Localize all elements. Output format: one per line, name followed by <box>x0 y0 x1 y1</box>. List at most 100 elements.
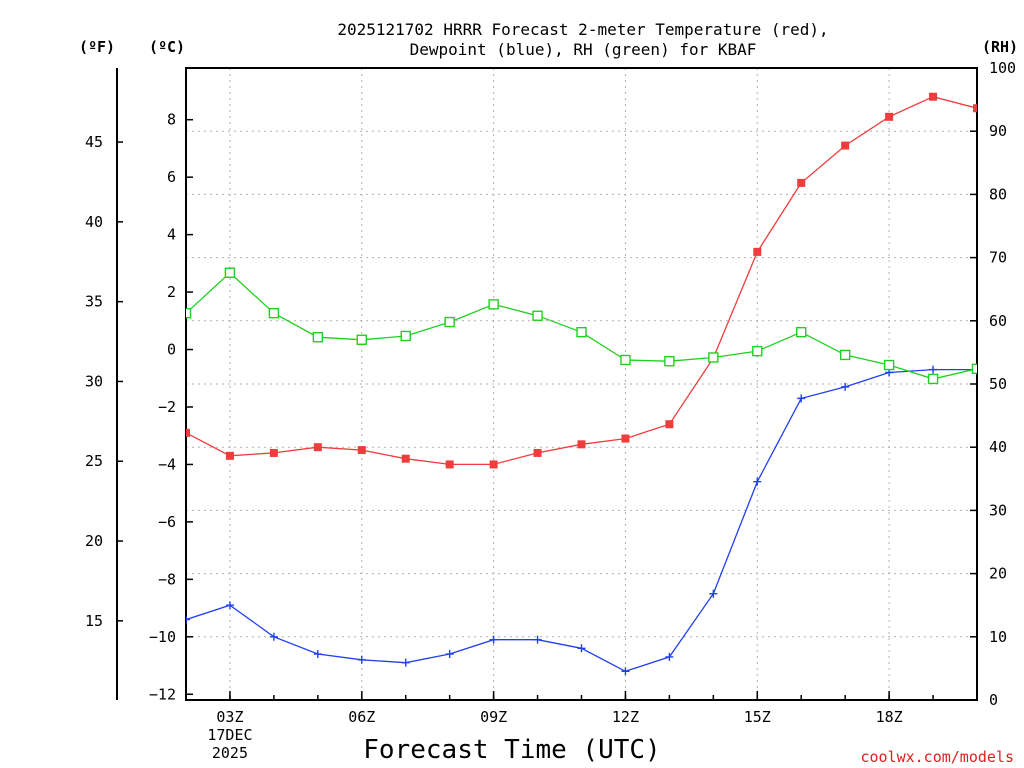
dewpoint-point <box>186 615 190 624</box>
fahrenheit-tick-label: 30 <box>85 372 103 390</box>
temperature-point <box>841 141 850 150</box>
temperature-point <box>533 448 542 457</box>
rh-point <box>883 359 895 371</box>
temperature-point <box>401 454 410 463</box>
chart-title-line-1: 2025121702 HRRR Forecast 2-meter Tempera… <box>337 20 828 39</box>
rh-tick-label: 70 <box>989 249 1007 267</box>
rh-tick-label: 30 <box>989 501 1007 519</box>
temperature-point <box>621 434 630 443</box>
temperature-point <box>445 460 454 469</box>
celsius-tick-label: −10 <box>149 628 176 646</box>
rh-point <box>488 299 499 310</box>
temperature-point <box>225 451 234 460</box>
dewpoint-point <box>225 601 234 610</box>
fahrenheit-tick-label: 45 <box>85 133 103 151</box>
dewpoint-point <box>753 477 762 486</box>
rh-point <box>186 308 192 319</box>
rh-point <box>312 332 324 343</box>
rh-point <box>708 352 719 363</box>
celsius-tick-label: 8 <box>167 111 176 129</box>
time-tick-label: 2025 <box>212 744 248 762</box>
rh-tick-label: 50 <box>989 375 1007 393</box>
time-tick-label: 18Z <box>876 708 903 726</box>
x-axis-label: Forecast Time (UTC) <box>363 735 660 765</box>
rh-tick-label: 40 <box>989 438 1007 456</box>
celsius-tick-label: −12 <box>149 685 176 703</box>
temperature-point <box>357 446 366 455</box>
temperature-point <box>929 92 938 101</box>
dewpoint-point <box>665 652 674 661</box>
celsius-tick-label: 6 <box>167 168 176 186</box>
rh-tick-label: 20 <box>989 565 1007 583</box>
dewpoint-point <box>401 658 410 667</box>
credit-text: coolwx.com/models <box>860 748 1014 766</box>
fahrenheit-tick-label: 25 <box>85 452 103 470</box>
temperature-point <box>269 448 278 457</box>
time-tick-label: 17DEC <box>207 726 252 744</box>
dewpoint-point <box>929 365 938 374</box>
rh-tick-label: 100 <box>989 59 1016 77</box>
series-dewpoint <box>186 365 977 676</box>
time-tick-label: 12Z <box>612 708 639 726</box>
celsius-tick-label: −8 <box>158 570 176 588</box>
dewpoint-point <box>577 644 586 653</box>
rh-point <box>444 316 455 328</box>
temperature-point <box>753 247 762 256</box>
fahrenheit-tick-label: 20 <box>85 532 103 550</box>
rh-point <box>268 308 280 319</box>
series-temperature <box>186 92 977 469</box>
temperature-point <box>665 420 674 429</box>
fahrenheit-tick-label: 35 <box>85 293 103 311</box>
rh-point <box>839 349 851 361</box>
celsius-unit-label: (ºC) <box>149 38 185 56</box>
dewpoint-point <box>269 632 278 641</box>
time-tick-label: 06Z <box>348 708 375 726</box>
time-tick-label: 15Z <box>744 708 771 726</box>
chart-title-line-2: Dewpoint (blue), RH (green) for KBAF <box>410 40 757 59</box>
dewpoint-point <box>797 394 806 403</box>
series-line <box>186 271 977 380</box>
dewpoint-point <box>489 635 498 644</box>
time-tick-label: 03Z <box>216 708 243 726</box>
dewpoint-point <box>709 589 718 598</box>
fahrenheit-unit-label: (ºF) <box>79 38 115 56</box>
fahrenheit-axis: 45 40 35 30 25 20 15 <box>85 133 123 630</box>
celsius-tick-label: −2 <box>158 398 176 416</box>
celsius-tick-label: −6 <box>158 513 176 531</box>
series-line <box>186 96 977 466</box>
rh-tick-label: 0 <box>989 691 998 709</box>
data-series <box>186 92 977 676</box>
temperature-point <box>577 440 586 449</box>
dewpoint-point <box>533 635 542 644</box>
time-tick-label: 09Z <box>480 708 507 726</box>
rh-point <box>927 373 939 385</box>
celsius-tick-label: 2 <box>167 283 176 301</box>
temperature-point <box>885 112 894 121</box>
rh-tick-label: 90 <box>989 122 1007 140</box>
rh-point <box>796 326 807 338</box>
rh-unit-label: (RH) <box>982 38 1018 56</box>
temperature-point <box>973 104 977 113</box>
rh-tick-label: 80 <box>989 185 1007 203</box>
series-relative-humidity <box>186 267 977 385</box>
chart-title: 2025121702 HRRR Forecast 2-meter Tempera… <box>337 20 828 59</box>
rh-point <box>664 356 675 367</box>
grid-lines <box>186 68 977 700</box>
temperature-point <box>313 443 322 452</box>
fahrenheit-tick-label: 15 <box>85 612 103 630</box>
dewpoint-point <box>841 382 850 391</box>
dewpoint-point <box>313 650 322 659</box>
dewpoint-point <box>357 655 366 664</box>
rh-point <box>356 334 367 345</box>
temperature-point <box>186 428 190 437</box>
celsius-tick-label: 0 <box>167 341 176 359</box>
celsius-tick-label: −4 <box>158 455 176 473</box>
celsius-axis: 8 6 4 2 0 −2 −4 −6 −8 −10 −12 <box>149 111 193 703</box>
rh-tick-label: 60 <box>989 312 1007 330</box>
dewpoint-point <box>445 650 454 659</box>
fahrenheit-tick-label: 40 <box>85 213 103 231</box>
rh-point <box>224 267 236 278</box>
